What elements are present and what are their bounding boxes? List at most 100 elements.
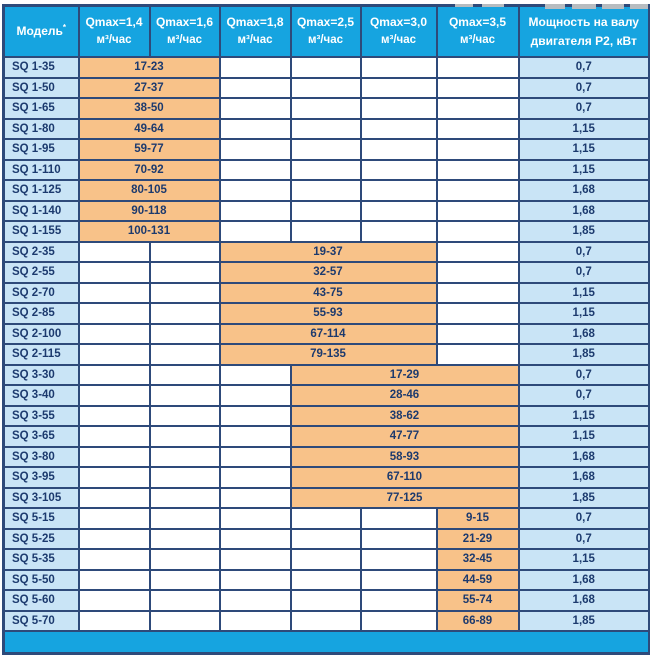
empty-cell: [289, 507, 362, 530]
power-cell: 1,15: [517, 404, 650, 427]
table-footer: [2, 630, 650, 655]
empty-cell: [77, 466, 151, 489]
model-cell: SQ 3-55: [2, 404, 80, 427]
table-row: SQ 5-35 32-45 1,15: [2, 548, 650, 571]
empty-cell: [218, 117, 292, 140]
empty-cell: [148, 322, 221, 345]
empty-cell: [148, 568, 221, 591]
model-cell: SQ 1-80: [2, 117, 80, 140]
model-cell: SQ 2-55: [2, 261, 80, 284]
empty-cell: [359, 97, 438, 120]
flow-range-cell: 32-57: [218, 261, 438, 284]
power-cell: 1,15: [517, 302, 650, 325]
model-cell: SQ 5-50: [2, 568, 80, 591]
table-row: SQ 5-70 66-89 1,85: [2, 609, 650, 632]
empty-cell: [218, 363, 292, 386]
flow-range-cell: 49-64: [77, 117, 221, 140]
artifact-bar: [602, 4, 624, 9]
table-row: SQ 5-25 21-29 0,7: [2, 527, 650, 550]
model-cell: SQ 3-40: [2, 384, 80, 407]
table-row: SQ 3-105 77-125 1,85: [2, 486, 650, 509]
empty-cell: [359, 548, 438, 571]
empty-cell: [218, 404, 292, 427]
empty-cell: [359, 138, 438, 161]
flow-range-cell: 27-37: [77, 76, 221, 99]
flow-range-cell: 55-93: [218, 302, 438, 325]
power-cell: 1,15: [517, 548, 650, 571]
artifact-bar: [630, 4, 648, 9]
empty-cell: [435, 158, 520, 181]
model-cell: SQ 5-35: [2, 548, 80, 571]
empty-cell: [289, 548, 362, 571]
power-cell: 1,68: [517, 589, 650, 612]
empty-cell: [435, 138, 520, 161]
empty-cell: [148, 486, 221, 509]
scan-crop-artifacts: [440, 4, 650, 9]
table-row: SQ 1-65 38-50 0,7: [2, 97, 650, 120]
empty-cell: [148, 527, 221, 550]
table-row: SQ 5-15 9-15 0,7: [2, 507, 650, 530]
empty-cell: [148, 445, 221, 468]
pump-table: Модель* Qmax=1,4 м³/час Qmax=1,6 м³/час Qm…: [2, 4, 650, 655]
empty-cell: [435, 117, 520, 140]
power-cell: 0,7: [517, 261, 650, 284]
empty-cell: [77, 261, 151, 284]
flow-range-cell: 77-125: [289, 486, 520, 509]
empty-cell: [359, 568, 438, 591]
artifact-bar: [545, 4, 565, 9]
empty-cell: [148, 507, 221, 530]
power-cell: 1,68: [517, 445, 650, 468]
model-cell: SQ 1-155: [2, 220, 80, 243]
empty-cell: [218, 568, 292, 591]
table-row: SQ 5-50 44-59 1,68: [2, 568, 650, 591]
artifact-bar: [572, 4, 596, 9]
empty-cell: [148, 363, 221, 386]
flow-range-cell: 59-77: [77, 138, 221, 161]
flow-range-cell: 55-74: [435, 589, 520, 612]
col-header-qmax-3-5: Qmax=3,5 м³/час: [435, 4, 520, 58]
flow-range-cell: 67-114: [218, 322, 438, 345]
flow-range-cell: 19-37: [218, 240, 438, 263]
table-row: SQ 1-140 90-118 1,68: [2, 199, 650, 222]
table-row: SQ 2-100 67-114 1,68: [2, 322, 650, 345]
flow-range-cell: 38-62: [289, 404, 520, 427]
table-row: SQ 1-80 49-64 1,15: [2, 117, 650, 140]
empty-cell: [359, 220, 438, 243]
table-row: SQ 3-65 47-77 1,15: [2, 425, 650, 448]
model-cell: SQ 1-125: [2, 179, 80, 202]
empty-cell: [77, 445, 151, 468]
power-cell: 1,15: [517, 281, 650, 304]
power-cell: 0,7: [517, 240, 650, 263]
empty-cell: [148, 384, 221, 407]
empty-cell: [289, 568, 362, 591]
empty-cell: [148, 548, 221, 571]
empty-cell: [218, 179, 292, 202]
table-row: SQ 3-30 17-29 0,7: [2, 363, 650, 386]
model-cell: SQ 3-80: [2, 445, 80, 468]
empty-cell: [289, 199, 362, 222]
empty-cell: [148, 343, 221, 366]
empty-cell: [435, 97, 520, 120]
model-cell: SQ 3-30: [2, 363, 80, 386]
power-cell: 0,7: [517, 363, 650, 386]
power-cell: 0,7: [517, 56, 650, 79]
flow-range-cell: 9-15: [435, 507, 520, 530]
flow-range-cell: 44-59: [435, 568, 520, 591]
power-cell: 0,7: [517, 76, 650, 99]
model-cell: SQ 1-65: [2, 97, 80, 120]
empty-cell: [77, 404, 151, 427]
empty-cell: [218, 548, 292, 571]
model-cell: SQ 1-95: [2, 138, 80, 161]
flow-range-cell: 67-110: [289, 466, 520, 489]
empty-cell: [289, 158, 362, 181]
power-cell: 1,15: [517, 425, 650, 448]
table-row: SQ 3-80 58-93 1,68: [2, 445, 650, 468]
power-cell: 1,68: [517, 179, 650, 202]
col-header-qmax-3-0: Qmax=3,0 м³/час: [359, 4, 438, 58]
empty-cell: [218, 425, 292, 448]
empty-cell: [218, 158, 292, 181]
model-cell: SQ 5-25: [2, 527, 80, 550]
empty-cell: [77, 589, 151, 612]
table-row: SQ 3-40 28-46 0,7: [2, 384, 650, 407]
empty-cell: [359, 179, 438, 202]
